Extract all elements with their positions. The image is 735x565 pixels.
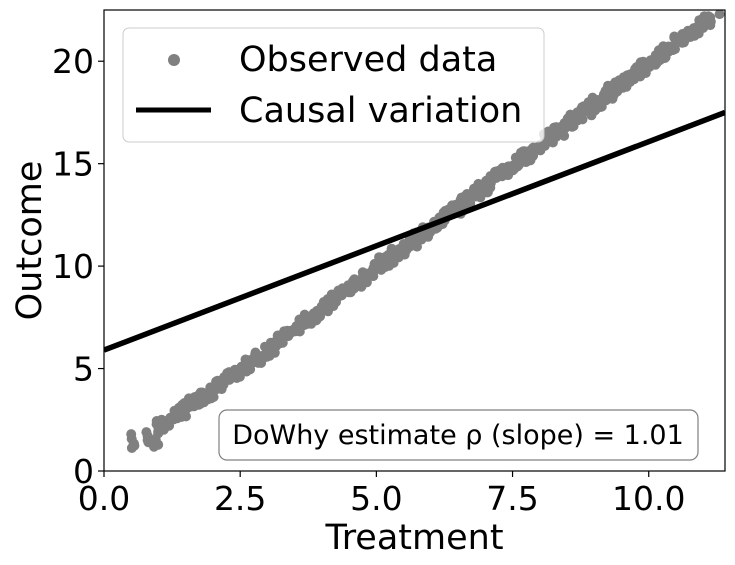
y-axis-label: Outcome [10, 161, 50, 321]
y-tick-label: 15 [52, 145, 94, 184]
y-tick-label: 5 [73, 350, 94, 389]
legend-box [122, 27, 545, 143]
scatter-point [539, 140, 550, 151]
y-tick-label: 10 [52, 247, 94, 286]
scatter-point [703, 11, 714, 22]
scatter-point [150, 434, 161, 445]
annotation-box: DoWhy estimate ρ (slope) = 1.01 [218, 409, 699, 461]
scatter-point [331, 297, 341, 307]
causal-line [104, 109, 725, 353]
x-tick-label: 0.0 [78, 479, 130, 518]
scatter-point [577, 114, 588, 125]
scatter-point [315, 311, 326, 322]
y-ticks: 0 5 10 15 20 [52, 42, 104, 491]
y-tick-label: 0 [73, 452, 94, 491]
scatter-point [168, 414, 179, 425]
y-tick-label: 20 [52, 42, 94, 81]
x-tick-label: 10.0 [612, 479, 685, 518]
x-axis-label: Treatment [324, 518, 503, 558]
plot-frame [103, 9, 726, 472]
annotation-text: DoWhy estimate ρ (slope) = 1.01 [232, 420, 684, 451]
scatter-point [129, 440, 140, 451]
legend: Observed data Causal variation [122, 27, 545, 143]
legend-label-causal: Causal variation [239, 91, 522, 131]
annotation-frame [218, 409, 699, 461]
x-tick-label: 7.5 [486, 479, 538, 518]
x-ticks: 0.0 2.5 5.0 7.5 10.0 [78, 471, 685, 518]
x-tick-label: 2.5 [214, 479, 266, 518]
legend-marker-observed [168, 54, 180, 66]
scatter-point [361, 277, 372, 288]
scatter-point [512, 161, 523, 172]
scatter-point [385, 257, 396, 268]
scatter-point [714, 10, 725, 20]
line-layer [104, 109, 725, 353]
scatter-layer [126, 10, 725, 453]
x-tick-label: 5.0 [350, 479, 402, 518]
scatter-point [261, 351, 272, 362]
scatter-point [532, 144, 543, 155]
legend-label-observed: Observed data [239, 40, 497, 80]
